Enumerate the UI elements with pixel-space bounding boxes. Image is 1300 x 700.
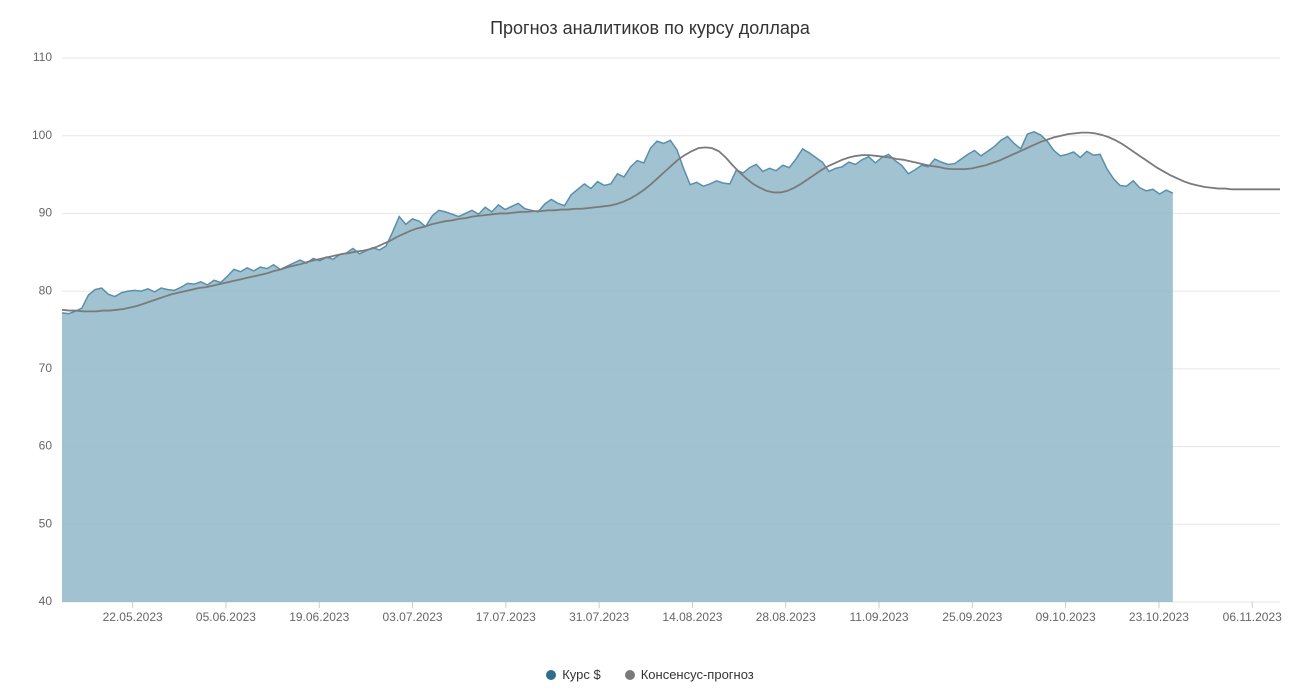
x-axis: 22.05.2023 05.06.2023 19.06.2023 03.07.2023… [103, 602, 1283, 624]
svg-text:22.05.2023: 22.05.2023 [103, 610, 163, 624]
legend-marker-consensus-icon [625, 670, 635, 680]
svg-text:100: 100 [32, 128, 52, 142]
y-axis: 40 50 60 70 80 90 100 110 [32, 50, 52, 608]
svg-text:25.09.2023: 25.09.2023 [942, 610, 1002, 624]
svg-text:05.06.2023: 05.06.2023 [196, 610, 256, 624]
svg-text:14.08.2023: 14.08.2023 [662, 610, 722, 624]
svg-text:06.11.2023: 06.11.2023 [1223, 610, 1282, 624]
svg-text:50: 50 [39, 516, 53, 530]
svg-text:70: 70 [39, 361, 53, 375]
legend-label-consensus: Консенсус-прогноз [641, 667, 754, 682]
svg-text:17.07.2023: 17.07.2023 [476, 610, 536, 624]
legend-item-rate[interactable]: Курс $ [546, 667, 601, 682]
svg-text:09.10.2023: 09.10.2023 [1036, 610, 1096, 624]
chart-container: Прогноз аналитиков по курсу доллара 4050… [0, 0, 1300, 700]
svg-text:80: 80 [39, 283, 53, 297]
svg-text:110: 110 [33, 50, 52, 64]
svg-text:31.07.2023: 31.07.2023 [569, 610, 629, 624]
svg-text:28.08.2023: 28.08.2023 [756, 610, 816, 624]
chart-plot: 40 50 60 70 80 90 100 110 22.05.2023 05.06.2023 1… [0, 0, 1300, 700]
svg-text:60: 60 [39, 439, 53, 453]
svg-text:40: 40 [39, 594, 53, 608]
legend-marker-rate-icon [546, 670, 556, 680]
legend-item-consensus[interactable]: Консенсус-прогноз [625, 667, 754, 682]
legend: Курс $ Консенсус-прогноз [0, 667, 1300, 682]
svg-text:11.09.2023: 11.09.2023 [849, 610, 908, 624]
svg-text:90: 90 [39, 206, 53, 220]
svg-text:23.10.2023: 23.10.2023 [1129, 610, 1189, 624]
svg-text:03.07.2023: 03.07.2023 [383, 610, 443, 624]
area-series [62, 132, 1173, 602]
legend-label-rate: Курс $ [562, 667, 601, 682]
svg-text:19.06.2023: 19.06.2023 [289, 610, 349, 624]
